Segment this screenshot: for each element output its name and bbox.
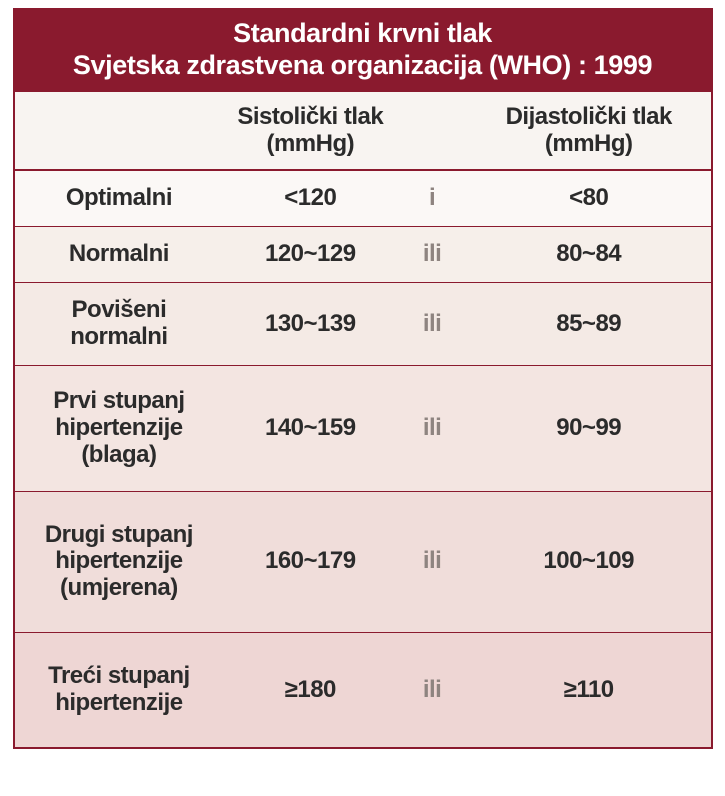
cell-category: Optimalni [15,170,224,226]
table-row: Normalni120~129ili80~84 [15,227,711,283]
cell-connector: ili [397,283,467,366]
cell-connector: i [397,170,467,226]
cell-diastolic: 85~89 [467,283,711,366]
cell-systolic: 140~159 [223,365,397,491]
cell-systolic: 120~129 [223,227,397,283]
table-row: Optimalni<120i<80 [15,170,711,226]
cell-systolic: 130~139 [223,283,397,366]
cell-systolic: ≥180 [223,633,397,747]
table-header-row: Sistolički tlak (mmHg) Dijastolički tlak… [15,92,711,171]
cell-category: Normalni [15,227,224,283]
cell-connector: ili [397,491,467,633]
cell-systolic: <120 [223,170,397,226]
cell-diastolic: 80~84 [467,227,711,283]
cell-diastolic: <80 [467,170,711,226]
cell-diastolic: 100~109 [467,491,711,633]
title-line-1: Standardni krvni tlak [21,18,705,50]
table-row: Povišeni normalni130~139ili85~89 [15,283,711,366]
col-header-category [15,92,224,171]
col-header-connector [397,92,467,171]
table-body: Optimalni<120i<80Normalni120~129ili80~84… [15,170,711,747]
cell-connector: ili [397,227,467,283]
col-header-systolic: Sistolički tlak (mmHg) [223,92,397,171]
table-row: Drugi stupanj hipertenzije (umjerena)160… [15,491,711,633]
cell-systolic: 160~179 [223,491,397,633]
title-line-2: Svjetska zdrastvena organizacija (WHO) :… [21,50,705,82]
table-row: Prvi stupanj hipertenzije (blaga)140~159… [15,365,711,491]
table-title: Standardni krvni tlak Svjetska zdrastven… [15,10,711,92]
cell-diastolic: 90~99 [467,365,711,491]
bp-table-container: Standardni krvni tlak Svjetska zdrastven… [13,8,713,749]
cell-category: Treći stupanj hipertenzije [15,633,224,747]
cell-category: Prvi stupanj hipertenzije (blaga) [15,365,224,491]
cell-diastolic: ≥110 [467,633,711,747]
bp-table: Sistolički tlak (mmHg) Dijastolički tlak… [15,92,711,747]
table-row: Treći stupanj hipertenzije≥180ili≥110 [15,633,711,747]
cell-connector: ili [397,365,467,491]
col-header-diastolic: Dijastolički tlak (mmHg) [467,92,711,171]
cell-category: Drugi stupanj hipertenzije (umjerena) [15,491,224,633]
cell-category: Povišeni normalni [15,283,224,366]
cell-connector: ili [397,633,467,747]
